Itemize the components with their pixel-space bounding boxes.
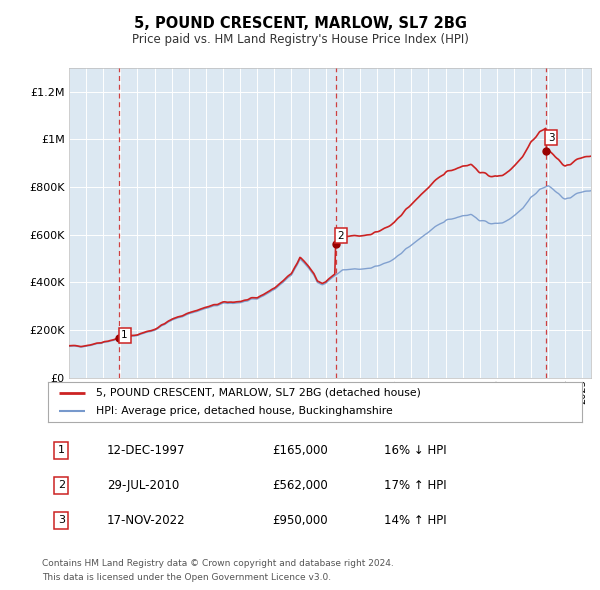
Text: 12-DEC-1997: 12-DEC-1997 [107,444,185,457]
Text: £165,000: £165,000 [272,444,328,457]
Text: This data is licensed under the Open Government Licence v3.0.: This data is licensed under the Open Gov… [42,572,331,582]
Text: 2: 2 [58,480,65,490]
Text: 14% ↑ HPI: 14% ↑ HPI [385,514,447,527]
Text: Price paid vs. HM Land Registry's House Price Index (HPI): Price paid vs. HM Land Registry's House … [131,33,469,46]
Text: 5, POUND CRESCENT, MARLOW, SL7 2BG (detached house): 5, POUND CRESCENT, MARLOW, SL7 2BG (deta… [96,388,421,398]
Text: 1: 1 [121,330,128,340]
Text: 16% ↓ HPI: 16% ↓ HPI [385,444,447,457]
Text: HPI: Average price, detached house, Buckinghamshire: HPI: Average price, detached house, Buck… [96,406,393,416]
Text: £562,000: £562,000 [272,478,328,492]
Text: 5, POUND CRESCENT, MARLOW, SL7 2BG: 5, POUND CRESCENT, MARLOW, SL7 2BG [133,16,467,31]
Text: 17% ↑ HPI: 17% ↑ HPI [385,478,447,492]
Text: 17-NOV-2022: 17-NOV-2022 [107,514,185,527]
Text: 2: 2 [337,231,344,241]
Text: 1: 1 [58,445,65,455]
Text: £950,000: £950,000 [272,514,328,527]
Text: 29-JUL-2010: 29-JUL-2010 [107,478,179,492]
Text: Contains HM Land Registry data © Crown copyright and database right 2024.: Contains HM Land Registry data © Crown c… [42,559,394,568]
Text: 3: 3 [58,515,65,525]
Text: 3: 3 [548,133,554,143]
